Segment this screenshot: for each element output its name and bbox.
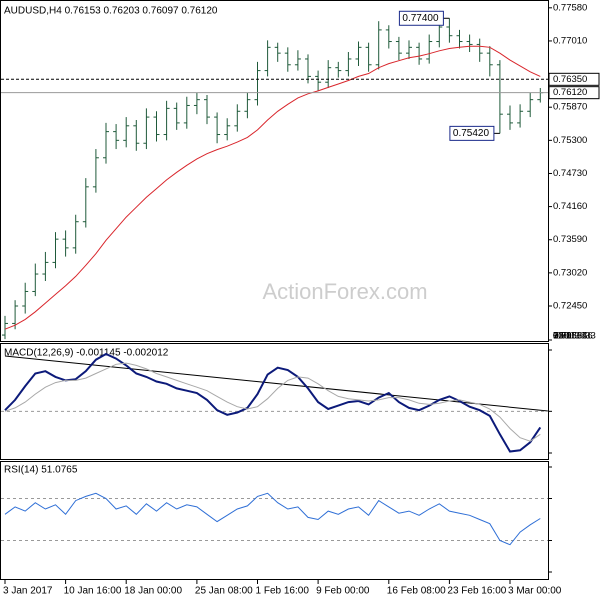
x-tick-label: 9 Feb 00:00	[316, 586, 370, 597]
price-level-label: 0.76350	[553, 74, 587, 85]
y-tick-label: 0.00	[553, 331, 572, 342]
watermark: ActionForex.com	[262, 279, 427, 304]
y-tick-label: 0.75300	[553, 135, 587, 146]
y-tick-label: 0.77010	[553, 35, 587, 46]
y-tick-label: 0.71865	[553, 331, 587, 342]
y-tick-label: 0.73590	[553, 234, 587, 245]
y-tick-label: 0.005346	[553, 331, 593, 342]
panel-title: RSI(14) 51.0765	[4, 465, 78, 476]
panel-title: MACD(12,26,9) -0.001145 -0.002012	[4, 348, 169, 359]
rsi-panel	[0, 461, 549, 580]
indicator-line	[4, 492, 541, 546]
y-tick-label: 100	[553, 331, 569, 342]
indicator-line	[4, 362, 541, 442]
moving-average	[4, 45, 541, 330]
price-level-box	[548, 72, 600, 86]
x-tick-label: 3 Jan 2017	[3, 586, 53, 597]
x-tick-label: 16 Feb 08:00	[387, 586, 446, 597]
x-tick-label: 23 Feb 16:00	[447, 586, 506, 597]
trend-line	[4, 355, 549, 412]
annotation-box	[398, 10, 444, 26]
y-tick-label: 70	[553, 331, 564, 342]
y-tick-label: 0.77580	[553, 2, 587, 13]
annotation-box	[449, 125, 495, 141]
x-tick-label: 25 Jan 08:00	[195, 586, 253, 597]
y-tick-label: 0.73020	[553, 267, 587, 278]
main-panel	[0, 0, 549, 342]
indicator-line	[4, 352, 542, 453]
price-level-box	[548, 86, 600, 100]
y-tick-label: 0.74160	[553, 201, 587, 212]
annotation-label: 0.77400	[402, 13, 439, 24]
y-tick-label: 0	[553, 331, 558, 342]
price-level-label: 0.76120	[553, 87, 587, 98]
x-tick-label: 10 Jan 16:00	[64, 586, 122, 597]
x-tick-label: 1 Feb 16:00	[256, 586, 310, 597]
y-tick-label: 0.75870	[553, 102, 587, 113]
annotation-label: 0.75420	[453, 128, 490, 139]
x-tick-label: 18 Jan 00:00	[124, 586, 182, 597]
panel-title: AUDUSD,H4 0.76153 0.76203 0.76097 0.7612…	[4, 6, 218, 17]
y-tick-label: 30	[553, 331, 564, 342]
y-tick-label: 0.74730	[553, 168, 587, 179]
y-tick-label: -0.003633	[553, 331, 596, 342]
y-tick-label: 0.72450	[553, 301, 587, 312]
x-tick-label: 3 Mar 00:00	[508, 586, 562, 597]
